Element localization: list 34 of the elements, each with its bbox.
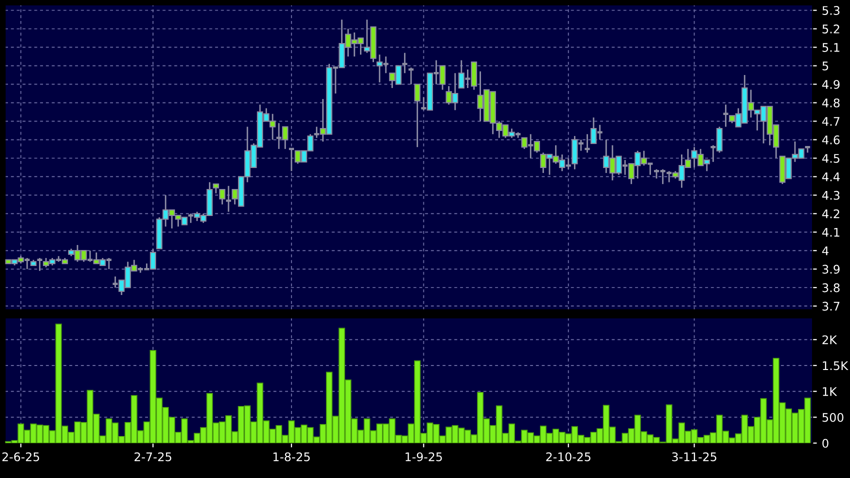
candlestick	[401, 52, 408, 74]
y-tick-label: 3.9	[822, 264, 840, 274]
y-tick-label: 4.4	[822, 172, 840, 182]
y-tick-label: 500	[822, 412, 844, 422]
y-tick-label: 3.7	[822, 302, 840, 311]
y-tick-label: 5.2	[822, 24, 840, 34]
y-tick-label: 2K	[822, 335, 838, 344]
candlestick	[414, 84, 420, 148]
candlestick	[212, 183, 220, 194]
y-tick-label: 4	[822, 246, 828, 256]
candlestick	[722, 104, 730, 128]
y-tick-label: 4.7	[822, 117, 840, 126]
y-tick-label: 4.1	[822, 228, 840, 237]
candlestick	[36, 257, 44, 272]
y-tick-label: 5.3	[822, 6, 840, 15]
x-tick-label: 2-6-25	[2, 452, 40, 462]
x-tick-label: 2-7-25	[134, 452, 172, 462]
candlestick	[219, 188, 226, 206]
y-tick-label: 1K	[822, 387, 838, 396]
x-tick-label: 2-10-25	[546, 452, 590, 462]
y-tick-label: 1.5K	[822, 361, 848, 370]
y-tick-label: 4.3	[822, 190, 840, 200]
y-tick-label: 4.2	[822, 209, 840, 218]
x-tick-label: 1-8-25	[273, 452, 310, 462]
x-tick-label: 1-9-25	[406, 452, 442, 462]
y-tick-label: 5	[822, 62, 828, 70]
y-tick-label: 0	[822, 438, 828, 448]
y-tick-label: 4.9	[822, 80, 840, 89]
y-tick-label: 4.8	[822, 98, 840, 108]
y-tick-label: 4.5	[822, 154, 840, 163]
y-tick-label: 3.8	[822, 283, 840, 292]
y-tick-label: 4.6	[822, 135, 840, 144]
x-tick-label: 3-11-25	[672, 452, 716, 462]
y-tick-label: 5.1	[822, 43, 840, 52]
